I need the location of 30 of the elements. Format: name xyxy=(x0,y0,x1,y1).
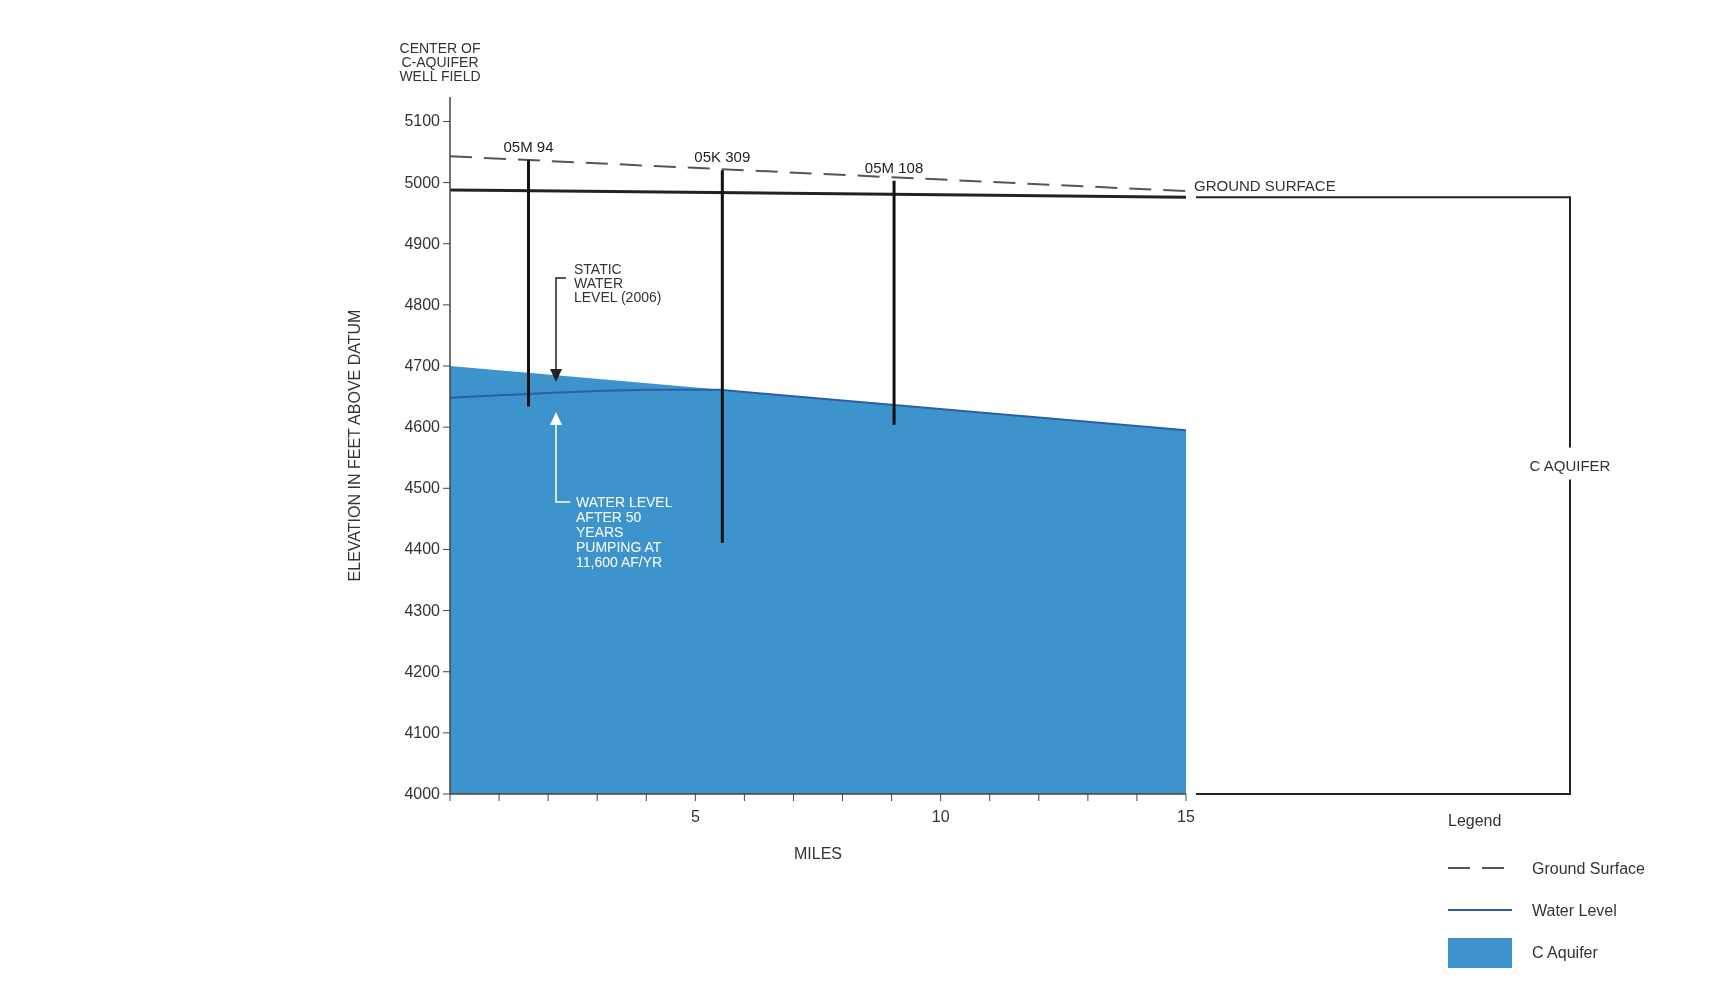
legend-label: Water Level xyxy=(1532,902,1617,919)
legend-title: Legend xyxy=(1448,812,1502,829)
y-tick-label: 4000 xyxy=(404,785,441,802)
y-tick-label: 4200 xyxy=(404,662,441,680)
annotation: 05K 309 xyxy=(694,148,751,166)
text: CENTER OF C-AQUIFER WELL FIELD xyxy=(399,40,481,84)
y-tick-label: 4400 xyxy=(404,540,441,558)
y-tick-label: 5000 xyxy=(404,173,441,191)
y-axis-title: ELEVATION IN FEET ABOVE DATUM xyxy=(346,309,363,582)
x-tick-label: 10 xyxy=(931,808,950,825)
y-tick-label: 4500 xyxy=(404,479,441,497)
annotation: WATER LEVEL AFTER 50 YEARS PUMPING AT 11,600 AF/YR xyxy=(576,494,673,570)
y-tick-label: 4600 xyxy=(404,418,441,436)
y-tick-label: 4700 xyxy=(404,357,441,375)
line-series xyxy=(449,388,1187,432)
annotation: STATIC WATER LEVEL (2006) xyxy=(574,261,662,305)
x-tick-label: 15 xyxy=(1177,808,1195,825)
annotation: 05M 108 xyxy=(864,158,924,176)
annotation: 05M 94 xyxy=(503,137,554,155)
text: GROUND SURFACE xyxy=(1194,177,1336,195)
y-tick-label: 4900 xyxy=(404,234,441,252)
y-tick-label: 5100 xyxy=(404,112,441,130)
x-axis-title: MILES xyxy=(793,845,843,862)
text: C AQUIFER xyxy=(1529,456,1611,474)
y-tick-label: 4100 xyxy=(404,723,441,741)
x-tick-label: 5 xyxy=(690,808,700,825)
legend-label: Ground Surface xyxy=(1532,860,1646,877)
y-tick-label: 4300 xyxy=(404,601,441,619)
y-tick-label: 4800 xyxy=(404,295,441,313)
legend-label: C Aquifer xyxy=(1532,944,1599,961)
